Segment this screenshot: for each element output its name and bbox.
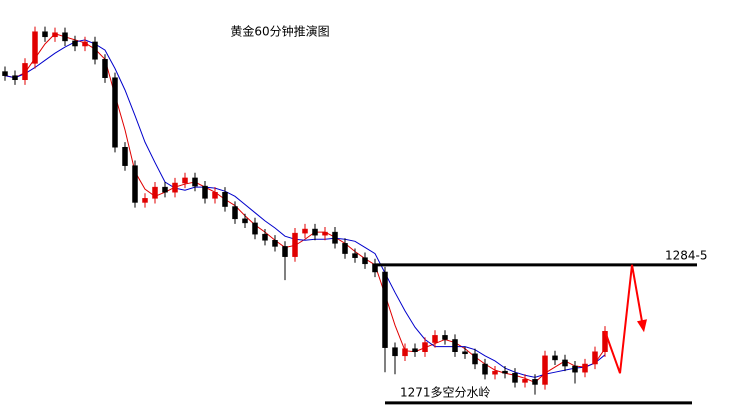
candle-body	[422, 342, 428, 352]
candle-body	[92, 41, 98, 60]
candle-body	[52, 32, 58, 38]
candle-body	[502, 370, 508, 374]
candle-body	[242, 218, 248, 224]
candle-body	[82, 41, 88, 47]
candle-body	[12, 75, 18, 81]
candle-body	[122, 146, 128, 166]
candle-body	[132, 165, 138, 203]
candle-body	[232, 206, 238, 220]
candle-body	[172, 182, 178, 193]
candle-body	[532, 379, 538, 385]
candle-body	[112, 77, 118, 148]
candle-body	[442, 335, 448, 340]
candle-body	[522, 379, 528, 383]
candle-body	[72, 40, 78, 47]
candle-body	[62, 32, 68, 42]
candle-body	[452, 339, 458, 352]
candle-body	[472, 353, 478, 365]
candle-body	[562, 359, 568, 367]
candle-body	[392, 347, 398, 357]
candle-body	[102, 59, 108, 78]
candle-body	[2, 71, 8, 76]
candle-body	[222, 191, 228, 207]
candle-body	[572, 365, 578, 373]
candle-body	[312, 228, 318, 236]
candle-body	[492, 370, 498, 375]
level-label: 1284-5	[665, 248, 708, 262]
candle-body	[32, 31, 38, 64]
candle-body	[552, 355, 558, 361]
candle-body	[192, 177, 198, 187]
candle-body	[262, 233, 268, 241]
candle-body	[182, 177, 188, 184]
candle-body	[252, 222, 258, 235]
candle-body	[352, 253, 358, 258]
candle-body	[542, 355, 548, 385]
chart-title: 黄金60分钟推演图	[230, 24, 329, 39]
candle-body	[272, 240, 278, 247]
candle-body	[582, 363, 588, 373]
moving-average	[4, 33, 606, 383]
candle-body	[512, 372, 518, 383]
candle-body	[432, 335, 438, 343]
candle-body	[162, 186, 168, 193]
candle-body	[152, 186, 158, 199]
candle-body	[212, 191, 218, 199]
candle-body	[482, 363, 488, 375]
candle-body	[42, 31, 48, 38]
candle-body	[362, 257, 368, 265]
level-label: 1271多空分水岭	[400, 385, 491, 399]
candle-body	[402, 348, 408, 357]
moving-average	[4, 39, 606, 378]
candle-body	[332, 231, 338, 244]
candle-body	[342, 243, 348, 254]
candle-body	[202, 185, 208, 199]
candle-body	[142, 198, 148, 203]
candle-body	[382, 271, 388, 348]
candle-body	[282, 246, 288, 257]
candle-body	[302, 228, 308, 234]
projection-arrow	[637, 319, 647, 333]
candle-body	[462, 351, 468, 355]
candle-body	[292, 232, 298, 257]
projection-line	[604, 264, 644, 374]
candle-body	[322, 231, 328, 236]
candle-body	[412, 348, 418, 352]
candle-body	[22, 63, 28, 81]
candle-body	[592, 351, 598, 365]
